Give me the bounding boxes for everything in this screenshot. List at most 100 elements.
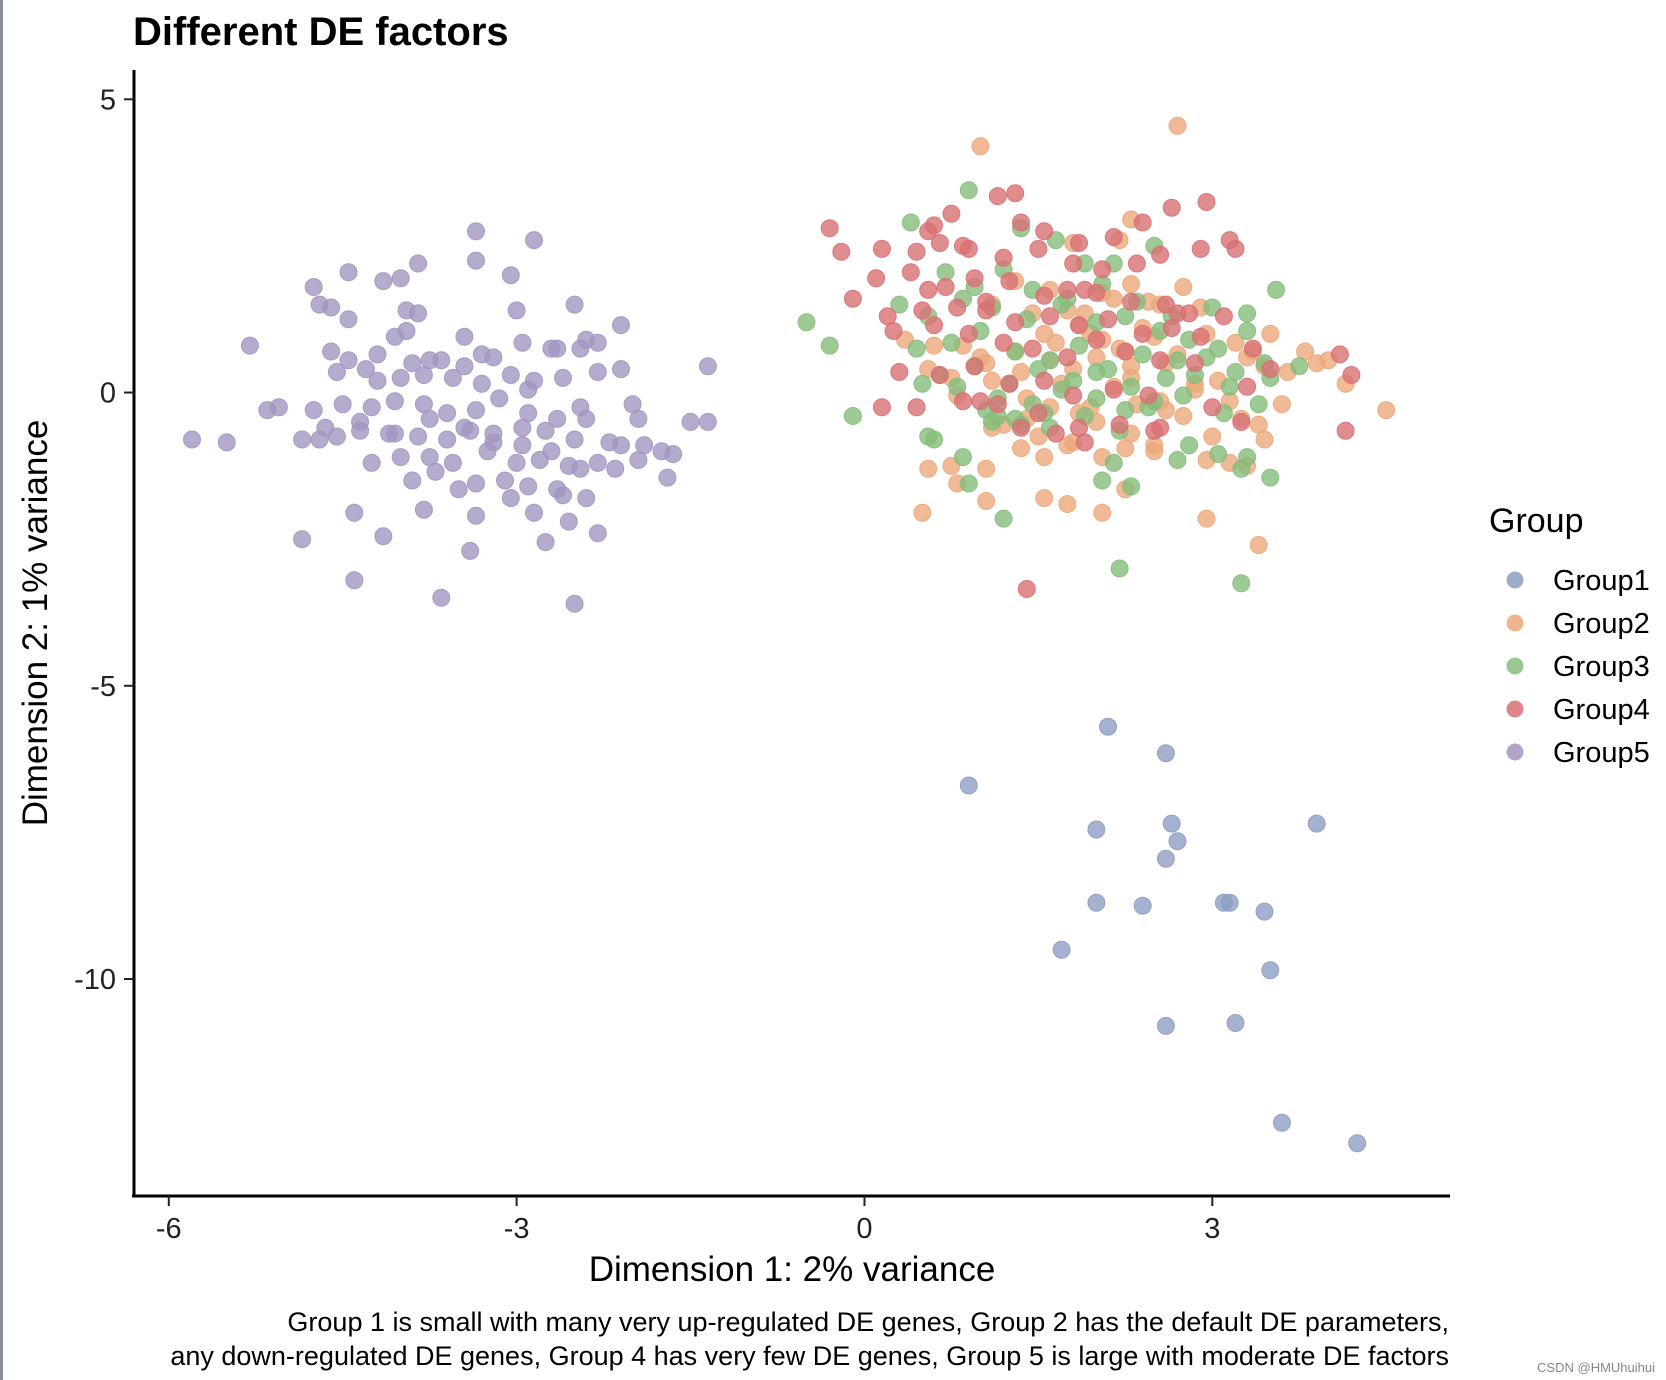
point-group1 <box>1162 814 1181 833</box>
point-group5 <box>455 327 474 346</box>
point-group5 <box>385 392 404 411</box>
point-group4 <box>1185 354 1204 373</box>
point-group3 <box>1174 386 1193 405</box>
point-group5 <box>507 301 526 320</box>
point-group4 <box>1232 412 1251 431</box>
point-group3 <box>919 427 938 446</box>
point-group5 <box>606 459 625 478</box>
point-group1 <box>1348 1134 1367 1153</box>
x-tick-label: 0 <box>856 1213 872 1245</box>
legend-title: Group <box>1489 502 1584 540</box>
point-group5 <box>322 298 341 317</box>
point-group3 <box>1168 451 1187 469</box>
point-group3 <box>1238 322 1257 340</box>
point-group5 <box>467 474 485 493</box>
point-group2 <box>977 459 996 478</box>
point-group4 <box>959 239 978 258</box>
point-group5 <box>304 278 323 296</box>
caption-line-1: Group 1 is small with many very up-regul… <box>287 1307 1449 1337</box>
point-group4 <box>1139 386 1158 405</box>
point-group4 <box>948 298 967 317</box>
point-group1 <box>1156 744 1175 763</box>
point-group5 <box>432 588 451 607</box>
point-group1 <box>1220 893 1239 912</box>
point-group5 <box>612 316 630 335</box>
point-group1 <box>1133 896 1152 915</box>
point-group4 <box>1070 316 1088 335</box>
point-group5 <box>519 477 538 496</box>
point-group3 <box>797 313 816 332</box>
point-group4 <box>1006 313 1025 332</box>
point-group1 <box>1052 940 1071 959</box>
y-axis-title: Dimension 2: 1% variance <box>16 420 55 827</box>
point-group5 <box>472 345 491 364</box>
point-group3 <box>843 407 862 425</box>
point-group5 <box>403 354 422 373</box>
point-group4 <box>1035 222 1054 241</box>
point-group5 <box>501 366 520 384</box>
point-group4 <box>1058 280 1077 299</box>
point-group2 <box>1116 439 1135 458</box>
point-group4 <box>988 187 1007 206</box>
point-group5 <box>339 263 358 282</box>
y-tick-label: -10 <box>74 964 116 996</box>
point-group4 <box>1116 342 1135 361</box>
point-group3 <box>1133 345 1152 364</box>
point-group3 <box>959 474 978 493</box>
point-group5 <box>623 395 642 414</box>
point-group5 <box>571 459 590 478</box>
point-group5 <box>258 401 277 420</box>
point-group5 <box>426 462 445 481</box>
point-group5 <box>304 401 323 420</box>
point-group2 <box>1058 495 1077 513</box>
point-group3 <box>954 448 972 467</box>
point-group4 <box>1017 580 1036 598</box>
point-group5 <box>455 357 474 376</box>
legend-label-group2: Group2 <box>1553 608 1650 640</box>
legend-label-group4: Group4 <box>1553 694 1650 726</box>
point-group3 <box>1238 448 1257 467</box>
point-group3 <box>1180 436 1199 455</box>
point-group4 <box>1023 339 1042 358</box>
point-group5 <box>698 357 717 376</box>
point-group3 <box>1093 471 1112 490</box>
point-group3 <box>1232 574 1251 593</box>
point-group4 <box>965 357 984 376</box>
point-group4 <box>1261 360 1280 379</box>
point-group2 <box>1035 448 1054 467</box>
point-group4 <box>994 248 1013 267</box>
point-group5 <box>345 571 364 590</box>
point-group4 <box>1133 324 1152 343</box>
point-group2 <box>983 371 1001 390</box>
point-group2 <box>913 503 932 522</box>
point-group4 <box>1122 292 1141 311</box>
points-layer <box>183 116 1396 1153</box>
point-group4 <box>1029 239 1048 258</box>
point-group2 <box>1168 116 1187 135</box>
point-group5 <box>240 336 259 355</box>
point-group1 <box>1261 961 1280 980</box>
point-group2 <box>1145 442 1164 461</box>
point-group4 <box>1006 184 1025 203</box>
point-group5 <box>536 421 555 440</box>
legend-label-group3: Group3 <box>1553 651 1650 683</box>
point-group4 <box>1162 198 1181 217</box>
point-group2 <box>1122 275 1141 294</box>
point-group5 <box>513 418 532 437</box>
point-group5 <box>490 389 509 408</box>
point-group2 <box>1012 439 1030 458</box>
point-group3 <box>1122 377 1141 396</box>
point-group3 <box>994 509 1013 528</box>
point-group4 <box>1075 433 1094 452</box>
point-group3 <box>1249 395 1268 414</box>
point-group5 <box>565 594 584 613</box>
point-group2 <box>1377 401 1396 420</box>
point-group4 <box>919 280 938 299</box>
point-group5 <box>548 409 567 428</box>
point-group5 <box>698 412 717 431</box>
point-group1 <box>1272 1113 1291 1132</box>
point-group4 <box>1191 239 1210 258</box>
point-group1 <box>959 776 978 795</box>
point-group2 <box>1035 489 1054 508</box>
